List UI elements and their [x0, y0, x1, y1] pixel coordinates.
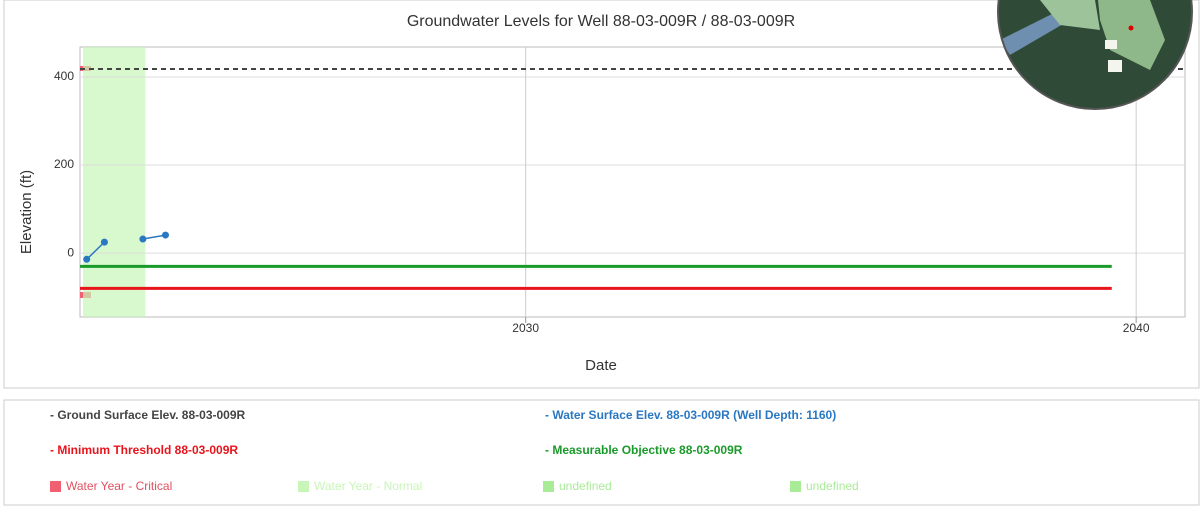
legend-swatch — [298, 481, 309, 492]
band — [83, 47, 146, 317]
data-point — [161, 231, 169, 239]
y-tick-label: 200 — [54, 157, 74, 171]
map-region — [1098, 0, 1165, 70]
legend-swatch — [50, 481, 61, 492]
chart-title: Groundwater Levels for Well 88-03-009R /… — [407, 13, 795, 30]
legend-entry[interactable]: - Ground Surface Elev. 88-03-009R — [50, 408, 246, 422]
map-inset[interactable] — [997, 0, 1193, 110]
plot: 0 200 400 2030 2040 — [54, 46, 1186, 335]
map-area — [1108, 60, 1122, 72]
map-border — [997, 0, 1193, 110]
legend-entry[interactable]: - Minimum Threshold 88-03-009R — [50, 443, 238, 457]
map-region — [1040, 0, 1100, 30]
map-area — [1105, 40, 1117, 49]
x-tick-label: 2040 — [1123, 321, 1150, 335]
map-well[interactable] — [1128, 25, 1134, 31]
x-axis-label: Date — [585, 357, 617, 374]
y-tick-label: 400 — [54, 69, 74, 83]
y-axis-label: Elevation (ft) — [18, 170, 35, 254]
data-point — [100, 238, 108, 246]
y-tick-label: 0 — [67, 245, 74, 259]
data-point — [83, 255, 91, 263]
x-tick-label: 2030 — [512, 321, 539, 335]
plot-area — [79, 46, 1186, 318]
legend-entry[interactable]: undefined — [559, 479, 612, 493]
legend-entry[interactable]: - Water Surface Elev. 88-03-009R (Well D… — [545, 408, 836, 422]
legend-panel — [3, 399, 1200, 506]
series-line — [86, 234, 166, 260]
legend-swatch — [790, 481, 801, 492]
legend-swatch — [543, 481, 554, 492]
legend-entry[interactable]: undefined — [806, 479, 859, 493]
map-water — [1000, 10, 1070, 55]
legend-entry[interactable]: Water Year - Critical — [66, 479, 172, 493]
legend-entry[interactable]: Water Year - Normal — [314, 479, 422, 493]
legend-entry[interactable]: - Measurable Objective 88-03-009R — [545, 443, 743, 457]
data-point — [139, 235, 147, 243]
